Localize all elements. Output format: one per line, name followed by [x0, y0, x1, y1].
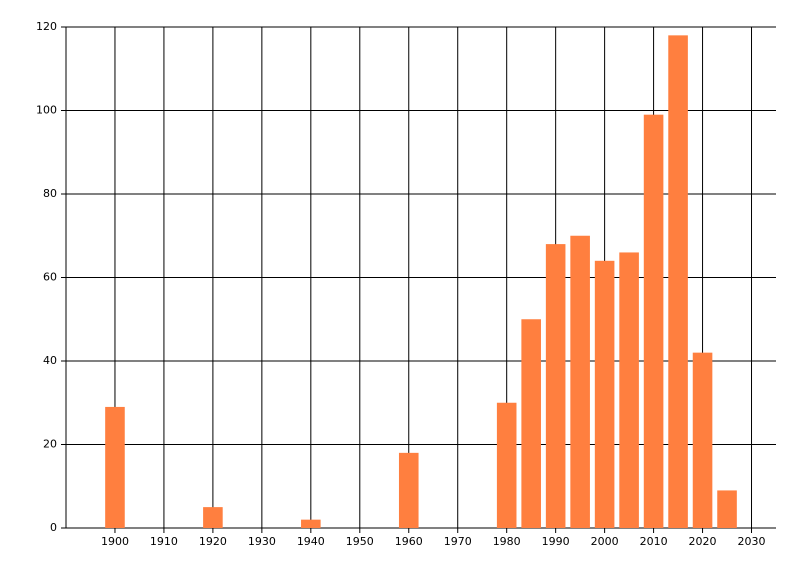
bar: [570, 235, 590, 528]
x-tick-label: 1910: [150, 535, 178, 548]
bar: [105, 406, 125, 528]
x-tick-label: 1920: [199, 535, 227, 548]
x-tick-label: 1950: [346, 535, 374, 548]
x-tick-label: 1940: [297, 535, 325, 548]
bar: [717, 490, 737, 528]
y-tick-label: 60: [43, 271, 57, 284]
bar: [594, 260, 615, 528]
bar: [203, 507, 223, 528]
y-tick-label: 20: [43, 438, 57, 451]
x-tick-label: 1980: [493, 535, 521, 548]
bar: [496, 402, 517, 528]
bar: [668, 35, 688, 528]
x-tick-label: 1990: [542, 535, 570, 548]
bar: [643, 114, 664, 529]
x-tick-label: 1960: [395, 535, 423, 548]
x-tick-label: 1900: [101, 535, 129, 548]
y-tick-label: 100: [36, 104, 57, 117]
bar: [521, 319, 541, 528]
x-tick-label: 2010: [640, 535, 668, 548]
x-tick-label: 1930: [248, 535, 276, 548]
y-tick-label: 120: [36, 20, 57, 33]
x-tick-label: 2020: [689, 535, 717, 548]
bar: [301, 519, 321, 528]
bar: [398, 452, 419, 528]
y-tick-label: 40: [43, 354, 57, 367]
bar: [545, 244, 566, 528]
y-tick-label: 80: [43, 187, 57, 200]
x-tick-label: 2030: [738, 535, 766, 548]
x-tick-label: 1970: [444, 535, 472, 548]
y-tick-label: 0: [50, 521, 57, 534]
bar: [692, 352, 713, 528]
x-tick-label: 2000: [591, 535, 619, 548]
bar: [619, 252, 639, 528]
